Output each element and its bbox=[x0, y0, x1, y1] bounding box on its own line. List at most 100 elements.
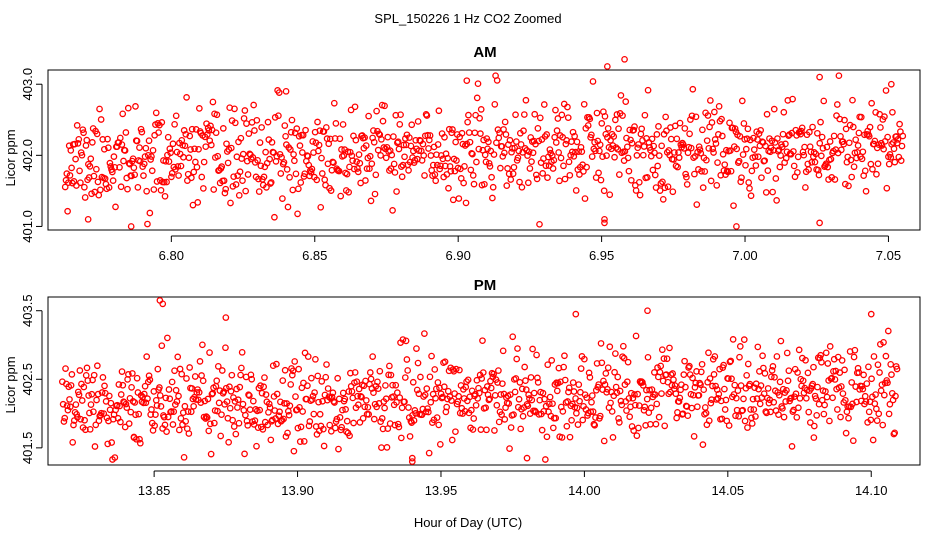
am-data-point bbox=[510, 163, 518, 171]
pm-data-point bbox=[314, 372, 322, 380]
am-data-point bbox=[661, 184, 669, 192]
am-data-point bbox=[387, 165, 395, 173]
am-data-point bbox=[426, 132, 434, 139]
am-data-point bbox=[337, 192, 345, 200]
am-data-point bbox=[298, 149, 306, 156]
am-data-point bbox=[501, 118, 509, 126]
pm-data-point bbox=[265, 400, 273, 408]
am-data-point bbox=[726, 147, 734, 154]
pm-data-point bbox=[125, 371, 132, 378]
am-data-point bbox=[790, 162, 798, 170]
am-data-point bbox=[237, 134, 245, 142]
am-data-point bbox=[544, 174, 551, 181]
pm-data-point bbox=[66, 396, 73, 403]
am-data-point bbox=[401, 153, 408, 161]
am-data-point bbox=[601, 219, 608, 227]
pm-data-point bbox=[510, 411, 517, 418]
am-y-tick-label: 403.0 bbox=[20, 68, 35, 101]
am-data-point bbox=[709, 145, 717, 153]
am-data-point bbox=[599, 153, 606, 161]
am-data-point bbox=[86, 163, 94, 170]
pm-data-point bbox=[143, 353, 151, 361]
am-data-point bbox=[496, 129, 503, 137]
pm-data-point bbox=[165, 386, 173, 393]
am-data-point bbox=[790, 148, 797, 155]
pm-data-point bbox=[826, 417, 833, 425]
pm-data-point bbox=[94, 362, 101, 370]
am-data-point bbox=[212, 129, 220, 137]
pm-data-point bbox=[353, 378, 361, 386]
pm-data-point bbox=[343, 417, 351, 425]
am-data-point bbox=[202, 143, 210, 151]
am-data-point bbox=[180, 153, 187, 161]
am-data-point bbox=[81, 194, 89, 201]
am-data-point bbox=[441, 133, 448, 141]
am-data-point bbox=[751, 153, 759, 160]
am-x-tick-label: 7.05 bbox=[876, 248, 901, 263]
pm-data-point bbox=[533, 351, 540, 359]
pm-data-point bbox=[105, 392, 113, 400]
am-data-point bbox=[583, 163, 590, 171]
pm-data-point bbox=[59, 400, 67, 408]
am-data-point bbox=[195, 145, 202, 153]
am-data-point bbox=[283, 166, 291, 173]
am-data-point bbox=[277, 170, 285, 177]
am-data-point bbox=[703, 137, 711, 145]
pm-data-point bbox=[222, 384, 230, 392]
am-data-point bbox=[72, 155, 79, 163]
pm-data-point bbox=[824, 360, 832, 367]
pm-data-point bbox=[88, 390, 96, 398]
am-data-point bbox=[445, 184, 452, 192]
pm-data-point bbox=[423, 385, 431, 392]
pm-data-point bbox=[287, 381, 295, 388]
am-data-point bbox=[549, 165, 557, 172]
pm-data-point bbox=[518, 385, 526, 393]
am-data-point bbox=[373, 107, 380, 115]
am-data-point bbox=[826, 138, 834, 145]
am-data-point bbox=[401, 135, 409, 142]
am-data-point bbox=[837, 146, 845, 154]
pm-data-point bbox=[498, 411, 505, 418]
pm-data-point bbox=[515, 395, 523, 403]
am-data-point bbox=[366, 152, 374, 160]
am-data-point bbox=[820, 97, 828, 105]
pm-data-point bbox=[217, 432, 225, 440]
pm-data-point bbox=[750, 406, 758, 413]
am-data-point bbox=[607, 137, 614, 144]
am-data-point bbox=[247, 155, 255, 163]
am-data-point bbox=[405, 167, 412, 174]
am-data-point bbox=[292, 170, 300, 178]
am-data-point bbox=[189, 201, 197, 209]
am-data-point bbox=[780, 108, 788, 116]
pm-data-point bbox=[119, 381, 127, 389]
am-data-point bbox=[64, 207, 71, 215]
am-data-point bbox=[302, 126, 309, 134]
am-data-point bbox=[461, 142, 469, 149]
pm-data-point bbox=[748, 420, 756, 427]
pm-data-point bbox=[269, 362, 277, 370]
pm-data-point bbox=[269, 416, 276, 424]
pm-data-point bbox=[158, 342, 166, 350]
pm-data-point bbox=[725, 375, 732, 383]
am-data-point bbox=[380, 144, 388, 151]
am-data-point bbox=[468, 149, 475, 157]
am-data-point bbox=[715, 102, 723, 110]
pm-data-point bbox=[710, 371, 718, 378]
pm-data-point bbox=[760, 390, 768, 398]
pm-data-point bbox=[144, 395, 151, 403]
pm-data-point bbox=[598, 359, 606, 367]
am-data-point bbox=[827, 155, 835, 163]
pm-data-point bbox=[441, 358, 449, 366]
pm-data-point bbox=[199, 377, 207, 385]
am-data-point bbox=[529, 149, 537, 157]
am-data-point bbox=[327, 187, 335, 194]
pm-data-point bbox=[630, 427, 638, 434]
pm-data-point bbox=[327, 427, 335, 435]
pm-data-point bbox=[178, 370, 186, 378]
pm-data-point bbox=[218, 411, 225, 419]
am-data-point bbox=[167, 149, 174, 157]
am-data-point bbox=[624, 154, 632, 162]
am-data-point bbox=[592, 147, 599, 155]
am-y-axis-label: Licor ppm bbox=[3, 129, 18, 186]
am-data-point bbox=[859, 148, 867, 156]
